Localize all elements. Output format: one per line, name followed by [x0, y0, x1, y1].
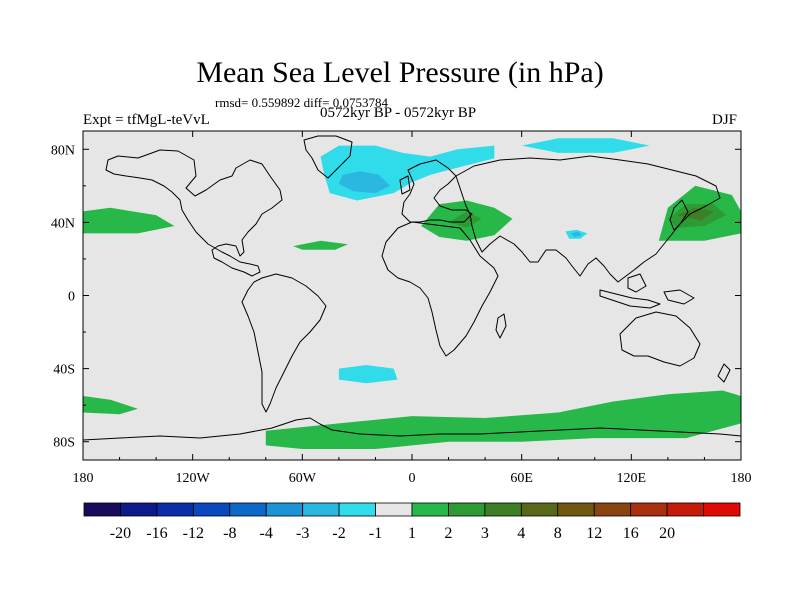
coastline-uk — [399, 175, 411, 195]
colorbar-swatch — [411, 502, 449, 517]
axis-ticks: 180 120W 60W 0 60E 120E 180 80N 40N 0 40S 80S — [51, 131, 752, 486]
colorbar-swatch — [265, 502, 304, 517]
colorbar-swatch — [120, 502, 158, 517]
x-tick-label: 0 — [409, 471, 416, 486]
coastline-greenland — [303, 135, 353, 179]
colorbar-label: 3 — [481, 525, 489, 542]
colorbar-label: 4 — [517, 525, 525, 542]
coastline-borneo — [627, 273, 647, 293]
colorbar-label: 20 — [659, 525, 675, 542]
period-label: 0572kyr BP - 0572kyr BP — [320, 105, 477, 121]
coastline-indonesia — [599, 289, 661, 309]
season-label: DJF — [712, 112, 738, 128]
anomaly-antarctic-high — [265, 390, 741, 449]
x-tick-label: 180 — [73, 471, 94, 486]
colorbar-label: -1 — [369, 525, 382, 542]
colorbar: -20 -16 -12 -8 -4 -3 -2 -1 1 2 3 4 8 12 16 20 — [83, 502, 741, 542]
colorbar-swatch — [484, 502, 522, 517]
experiment-label: Expt = tfMgL-teVvL — [83, 112, 210, 128]
colorbar-label: -20 — [110, 525, 131, 542]
y-tick-label: 40S — [53, 363, 75, 378]
colorbar-swatch — [630, 502, 668, 517]
colorbar-label: -12 — [183, 525, 204, 542]
y-tick-label: 0 — [68, 290, 75, 305]
y-tick-label: 80N — [51, 143, 75, 158]
colorbar-label: -2 — [332, 525, 345, 542]
x-tick-label: 60E — [510, 471, 533, 486]
colorbar-swatch — [448, 502, 486, 517]
anomaly-mediterranean-high-core — [448, 211, 482, 228]
anomaly-north-atlantic-low-core — [338, 171, 391, 194]
colorbar-swatch — [229, 502, 267, 517]
coastline-japan — [669, 199, 689, 231]
coastline-antarctica — [83, 417, 741, 441]
coastline-asia — [455, 155, 721, 283]
map-title: Mean Sea Level Pressure (in hPa) — [196, 56, 604, 89]
anomaly-tibet-low-core — [571, 231, 582, 237]
colorbar-swatch — [375, 502, 413, 517]
y-tick-label: 80S — [53, 436, 75, 451]
colorbar-swatch — [338, 502, 376, 517]
colorbar-swatch — [666, 502, 704, 517]
colorbar-label: -8 — [223, 525, 236, 542]
colorbar-label: 16 — [623, 525, 639, 542]
colorbar-label: 1 — [408, 525, 416, 542]
colorbar-swatch — [156, 502, 194, 517]
coastline-north-america — [105, 149, 283, 277]
x-tick-label: 120E — [617, 471, 647, 486]
colorbar-label: -16 — [146, 525, 167, 542]
coastline-new-guinea — [663, 289, 695, 305]
colorbar-swatch — [593, 502, 632, 517]
colorbar-label: -3 — [296, 525, 309, 542]
pressure-anomaly-layer — [83, 138, 741, 449]
colorbar-label: 2 — [444, 525, 452, 542]
anomaly-north-pacific-high-east — [83, 207, 175, 234]
anomaly-southern-ocean-west — [83, 396, 138, 415]
coastline-madagascar — [495, 313, 507, 339]
x-tick-label: 180 — [731, 471, 752, 486]
colorbar-swatch — [520, 502, 559, 517]
colorbar-label: 12 — [586, 525, 602, 542]
anomaly-south-atlantic-low — [338, 365, 398, 384]
x-tick-label: 60W — [289, 471, 317, 486]
coastline-africa — [381, 221, 499, 357]
coastline-layer — [83, 135, 741, 441]
coastline-south-america — [241, 273, 327, 413]
rmsd-diff-stats: rmsd= 0.559892 diff= 0.0753784 — [215, 95, 388, 110]
anomaly-north-pacific-high-peak — [677, 207, 714, 221]
colorbar-swatch — [557, 502, 595, 517]
coastline-australia — [619, 311, 701, 367]
colorbar-label: -4 — [260, 525, 273, 542]
x-tick-label: 120W — [176, 471, 211, 486]
coastline-europe — [401, 159, 473, 223]
colorbar-swatch — [83, 502, 121, 517]
colorbar-label: 8 — [554, 525, 562, 542]
anomaly-atlantic-high — [293, 240, 348, 250]
colorbar-swatch — [192, 502, 231, 517]
colorbar-swatch — [703, 502, 741, 517]
anomaly-arctic-low — [521, 138, 650, 153]
coastline-new-zealand — [717, 363, 731, 383]
y-tick-label: 40N — [51, 216, 75, 231]
colorbar-swatch — [302, 502, 340, 517]
